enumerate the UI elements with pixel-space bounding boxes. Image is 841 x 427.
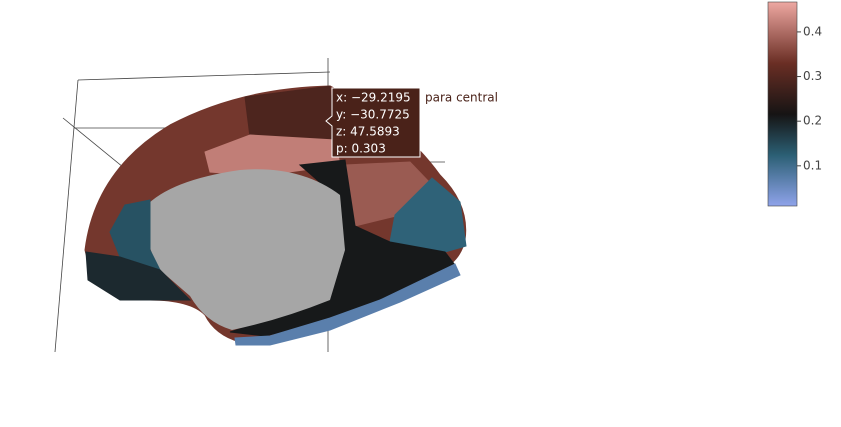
hover-text: y: −30.7725 [336,108,410,122]
colorbar-tick-label: 0.4 [803,24,822,38]
colorbar-tick-label: 0.1 [803,158,822,172]
colorbar: 0.1 0.2 0.3 0.4 [767,1,822,207]
medial-wall [145,169,345,330]
hover-name: para central [425,91,498,105]
hover-box [325,87,421,158]
mesh-region[interactable] [85,251,192,301]
hover-text: z: 47.5893 [336,125,400,139]
brain-surface[interactable] [84,85,467,346]
colorbar-tick-label: 0.2 [803,114,822,128]
colorbar-tick-label: 0.3 [803,69,822,83]
hover-label: x: −29.2195 y: −30.7725 z: 47.5893 p: 0.303… [325,87,498,158]
hover-text: p: 0.303 [336,142,386,156]
colorbar-gradient [767,1,798,207]
mesh-region[interactable] [234,263,461,346]
hover-text: x: −29.2195 [336,91,411,105]
